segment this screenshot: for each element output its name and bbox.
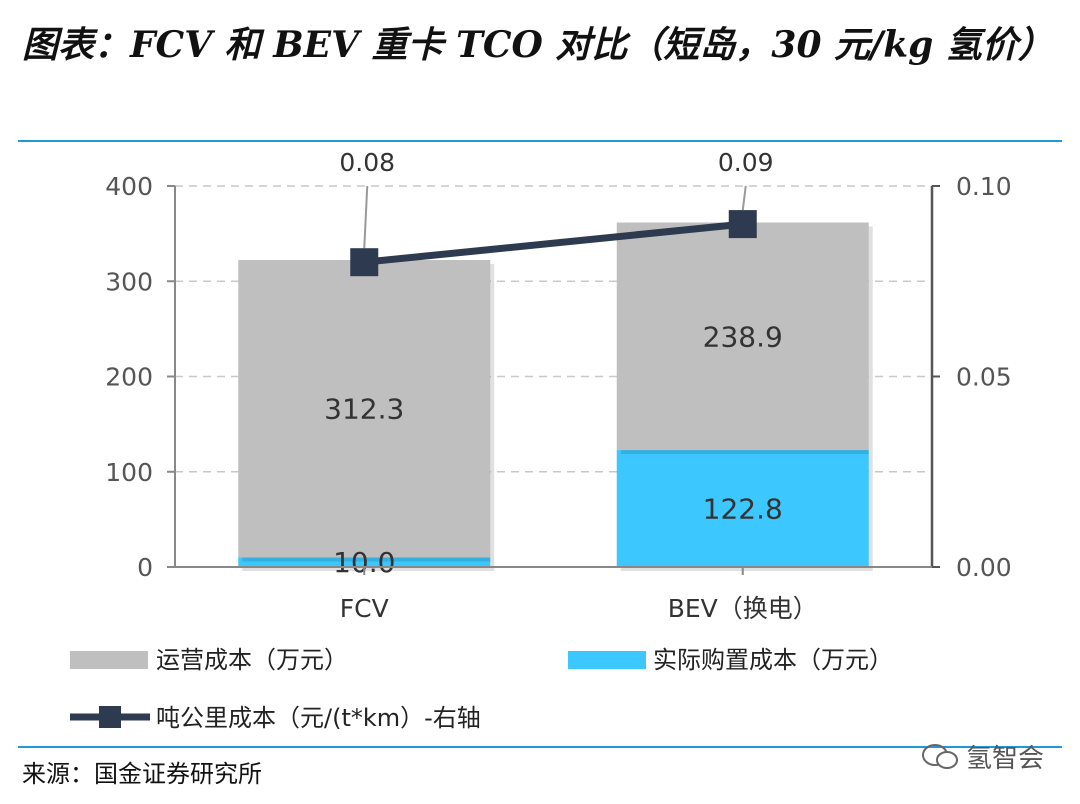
bar-data-label: 122.8 bbox=[703, 493, 783, 526]
y-tick-label: 200 bbox=[105, 363, 153, 392]
line-data-label: 0.09 bbox=[718, 148, 774, 177]
bar-data-label: 312.3 bbox=[324, 393, 404, 426]
y2-tick-label: 0.00 bbox=[956, 553, 1012, 582]
bar-segment bbox=[616, 450, 869, 567]
legend-label-line: 吨公里成本（元/(t*km）-右轴 bbox=[156, 704, 481, 732]
bar-data-label: 238.9 bbox=[703, 320, 783, 353]
legend-label-purchase: 实际购置成本（万元） bbox=[653, 646, 893, 674]
legend-swatch-purchase bbox=[568, 651, 646, 669]
page-title: 图表：FCV 和 BEV 重卡 TCO 对比（短岛，30 元/kg 氢价） bbox=[22, 24, 1054, 66]
y-tick-label: 0 bbox=[137, 553, 153, 582]
tco-chart: 01002003004000.000.050.1010.0312.3FCV122… bbox=[70, 148, 1012, 732]
legend-swatch-marker bbox=[99, 706, 121, 728]
y-tick-label: 100 bbox=[105, 458, 153, 487]
bar-segment bbox=[238, 557, 491, 567]
line-marker bbox=[350, 248, 379, 277]
title-rule bbox=[18, 140, 1062, 142]
bar-segment bbox=[616, 222, 869, 451]
legend-swatch-operating bbox=[70, 651, 148, 669]
y2-tick-label: 0.05 bbox=[956, 363, 1012, 392]
bar-segment bbox=[238, 260, 491, 558]
chat-bubble-icon bbox=[922, 743, 958, 769]
footer-rule bbox=[18, 746, 1062, 748]
y-tick-label: 400 bbox=[105, 172, 153, 201]
leader-line bbox=[363, 185, 369, 249]
watermark: 氢智会 bbox=[920, 738, 1044, 775]
line-marker bbox=[728, 210, 757, 239]
legend-label-operating: 运营成本（万元） bbox=[156, 646, 348, 674]
x-category-label: FCV bbox=[340, 594, 389, 623]
x-category-label: BEV（换电） bbox=[668, 594, 818, 623]
source-note: 来源：国金证券研究所 bbox=[22, 760, 262, 788]
y2-tick-label: 0.10 bbox=[956, 172, 1012, 201]
line-data-label: 0.08 bbox=[339, 148, 395, 177]
line-series bbox=[363, 220, 744, 266]
y-tick-label: 300 bbox=[105, 267, 153, 296]
watermark-text: 氢智会 bbox=[966, 744, 1045, 774]
leader-line bbox=[741, 185, 747, 211]
